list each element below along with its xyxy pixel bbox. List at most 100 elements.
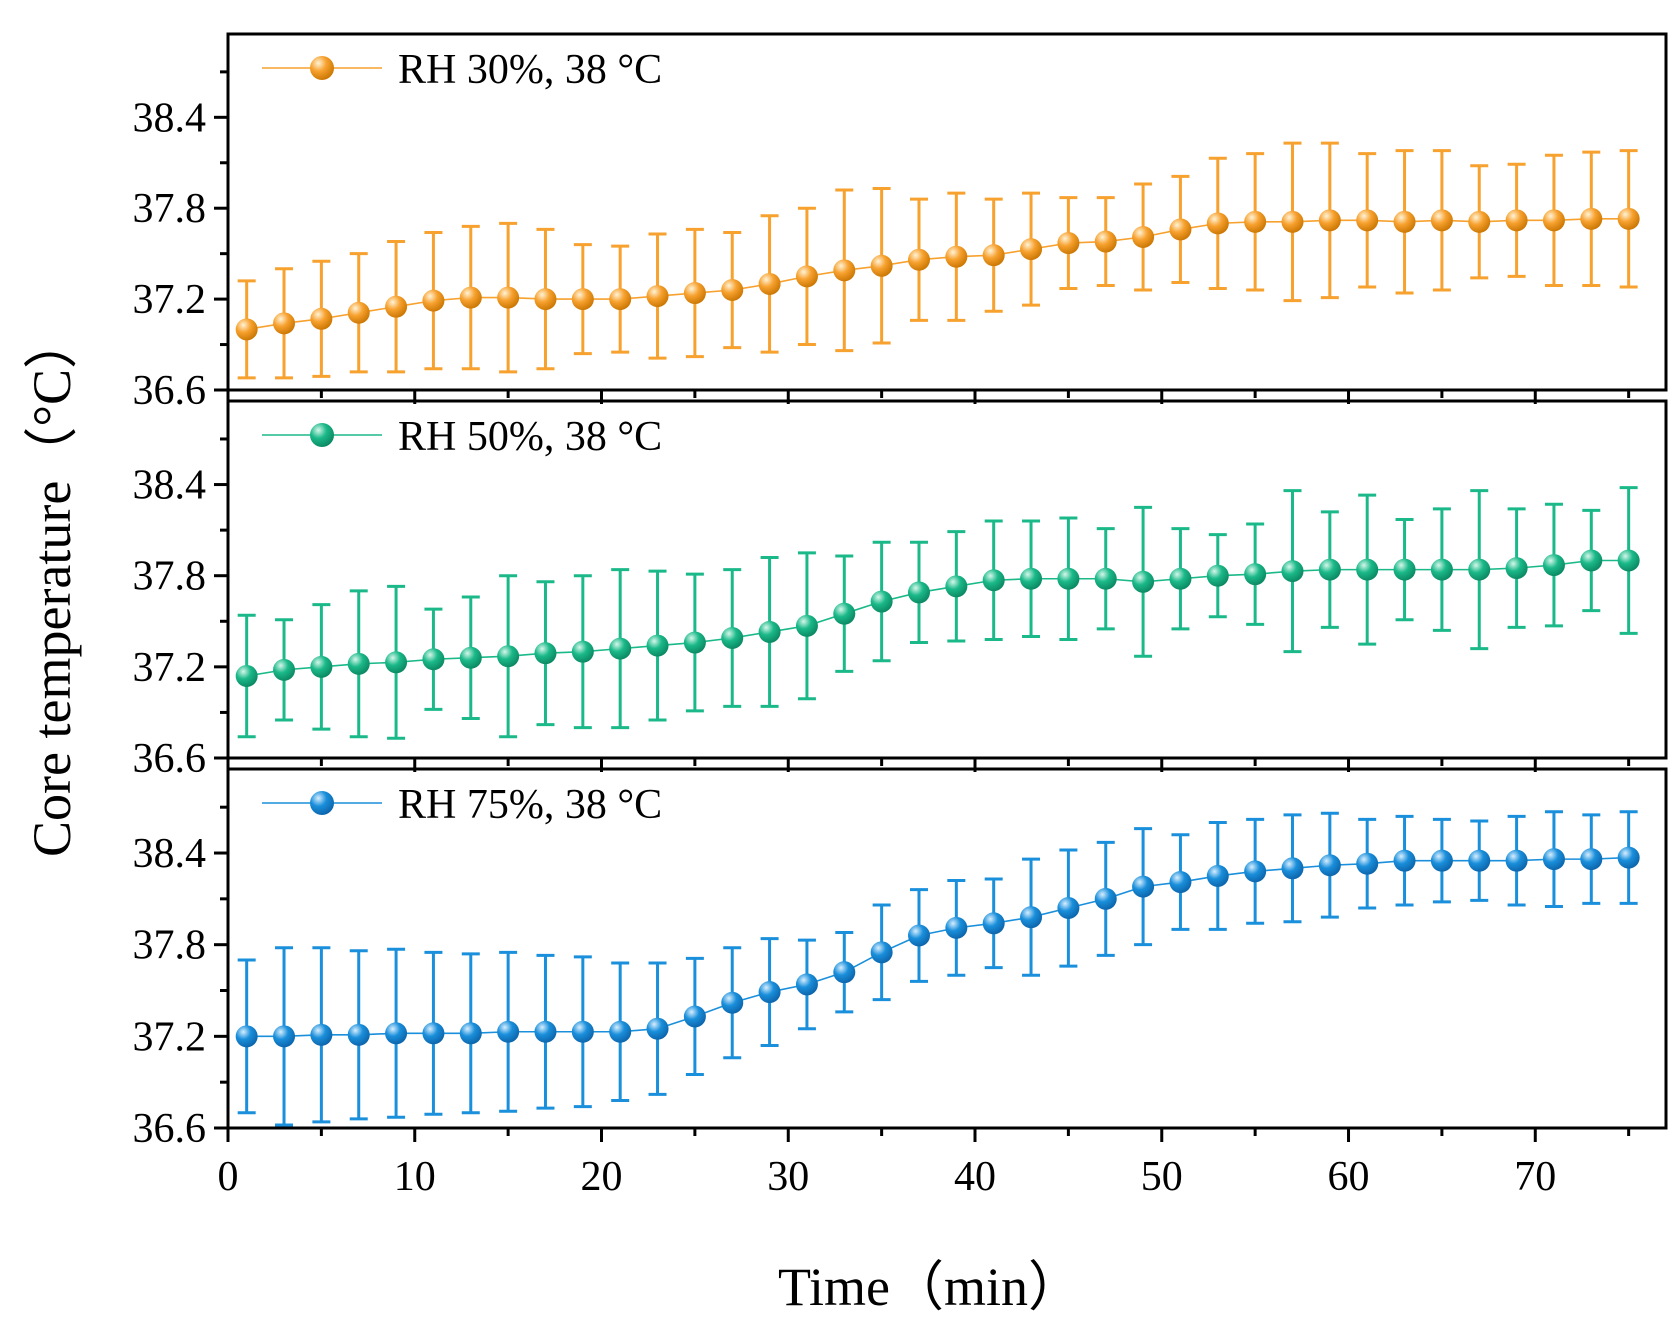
- data-point: [1281, 857, 1304, 880]
- series-line: [246, 856, 1629, 1038]
- data-point: [1318, 854, 1341, 877]
- data-point: [534, 1020, 557, 1043]
- data-point: [646, 634, 669, 657]
- panels: 36.6 37.2 37.8 38.4 RH 30%, 38 °C 36.6 37.2 37.…: [133, 32, 1668, 1152]
- legend-label: RH 50%, 38 °C: [398, 414, 662, 460]
- data-point: [1468, 558, 1491, 581]
- data-point: [571, 288, 594, 311]
- data-point: [497, 286, 520, 309]
- data-point: [385, 1022, 408, 1045]
- data-point: [1393, 210, 1416, 233]
- data-point: [1132, 225, 1155, 248]
- data-point: [459, 286, 482, 309]
- data-point: [683, 282, 706, 305]
- data-point: [1617, 846, 1640, 869]
- data-point: [235, 318, 258, 341]
- data-point: [683, 1005, 706, 1028]
- data-point: [1020, 567, 1043, 590]
- data-point: [1430, 849, 1453, 872]
- data-point: [609, 1020, 632, 1043]
- data-point: [1132, 570, 1155, 593]
- data-point: [609, 288, 632, 311]
- data-point: [1505, 849, 1528, 872]
- data-point: [1580, 549, 1603, 572]
- data-point: [1244, 563, 1267, 586]
- data-point: [870, 941, 893, 964]
- data-point: [1132, 875, 1155, 898]
- data-point: [1020, 238, 1043, 261]
- data-point: [1094, 567, 1117, 590]
- x-tick-label: 50: [1141, 1154, 1183, 1200]
- y-tick-label: 38.4: [133, 95, 207, 141]
- data-point: [945, 245, 968, 268]
- data-point: [422, 1022, 445, 1045]
- data-point: [310, 307, 333, 330]
- data-point: [1468, 210, 1491, 233]
- data-point: [1356, 558, 1379, 581]
- data-point: [1393, 558, 1416, 581]
- y-tick-label: 36.6: [133, 736, 207, 782]
- data-point: [1281, 560, 1304, 583]
- x-tick-label: 60: [1328, 1154, 1370, 1200]
- y-tick-label: 37.8: [133, 923, 207, 969]
- data-point: [422, 289, 445, 312]
- data-point: [235, 664, 258, 687]
- series-line: [246, 218, 1629, 331]
- data-point: [1094, 887, 1117, 910]
- data-point: [1094, 230, 1117, 253]
- data-point: [1542, 848, 1565, 871]
- data-point: [273, 1025, 296, 1048]
- y-tick-label: 37.2: [133, 645, 207, 691]
- data-point: [534, 642, 557, 665]
- data-point: [1206, 212, 1229, 235]
- data-point: [1505, 557, 1528, 580]
- y-tick-label: 37.2: [133, 1014, 207, 1060]
- data-point: [273, 658, 296, 681]
- data-point: [907, 581, 930, 604]
- data-point: [1430, 558, 1453, 581]
- y-tick-label: 36.6: [133, 368, 207, 414]
- data-point: [907, 248, 930, 271]
- panel-frame: [226, 32, 1668, 392]
- data-point: [795, 973, 818, 996]
- data-point: [758, 981, 781, 1004]
- y-tick-label: 38.4: [133, 463, 207, 509]
- x-axis: 0 10 20 30 40 50 60 70: [218, 1154, 1557, 1200]
- data-point: [1580, 207, 1603, 230]
- data-point: [1318, 558, 1341, 581]
- data-point: [571, 1020, 594, 1043]
- data-point: [758, 620, 781, 643]
- data-point: [1393, 849, 1416, 872]
- data-point: [1356, 209, 1379, 232]
- data-point: [795, 265, 818, 288]
- data-point: [721, 991, 744, 1014]
- data-point: [534, 288, 557, 311]
- data-point: [945, 916, 968, 939]
- data-point: [833, 602, 856, 625]
- panel-frame: [226, 399, 1668, 760]
- data-point: [310, 1023, 333, 1046]
- legend-label: RH 75%, 38 °C: [398, 782, 662, 828]
- data-point: [1169, 871, 1192, 894]
- data-point: [1505, 209, 1528, 232]
- data-point: [1356, 852, 1379, 875]
- data-point: [1281, 210, 1304, 233]
- data-point: [1617, 207, 1640, 230]
- data-point: [1318, 209, 1341, 232]
- x-tick-label: 10: [394, 1154, 436, 1200]
- data-point: [347, 301, 370, 324]
- y-tick-label: 37.2: [133, 277, 207, 323]
- x-axis-title: Time（min）: [778, 1257, 1082, 1317]
- data-point: [758, 272, 781, 295]
- data-point: [982, 569, 1005, 592]
- series-line: [246, 559, 1629, 677]
- data-point: [1580, 848, 1603, 871]
- data-point: [459, 1022, 482, 1045]
- data-point: [571, 640, 594, 663]
- data-point: [907, 924, 930, 947]
- data-point: [870, 590, 893, 613]
- data-point: [459, 646, 482, 669]
- data-point: [1244, 210, 1267, 233]
- data-point: [273, 312, 296, 335]
- data-point: [1244, 860, 1267, 883]
